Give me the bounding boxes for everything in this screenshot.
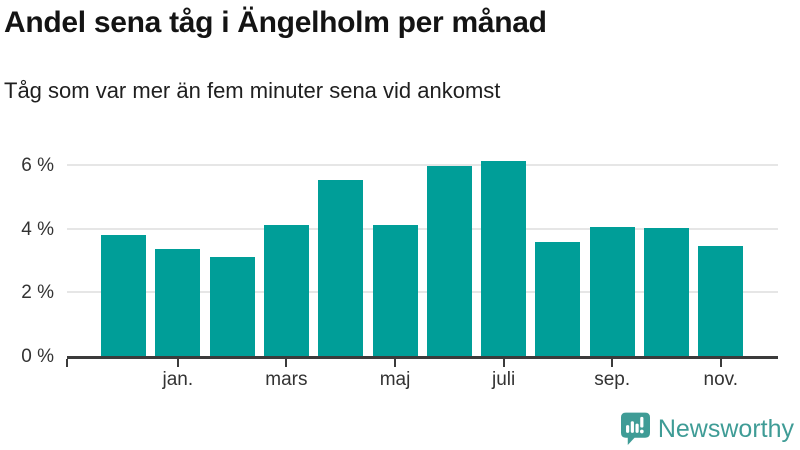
bar-12 <box>698 245 744 357</box>
y-axis-label: 2 % <box>21 282 54 304</box>
bar-11 <box>644 228 689 357</box>
x-axis-tick <box>176 359 179 367</box>
x-axis-label: nov. <box>703 369 739 390</box>
gridline-6pct <box>67 164 778 167</box>
gridline-2pct <box>67 291 778 294</box>
chart-title: Andel sena tåg i Ängelholm per månad <box>4 6 547 39</box>
x-axis-tick <box>502 359 505 367</box>
newsworthy-logo-icon <box>620 412 650 445</box>
bar-4 <box>263 224 309 357</box>
y-axis-label: 6 % <box>21 155 54 177</box>
bar-6 <box>372 224 418 357</box>
chart-subtitle: Tåg som var mer än fem minuter sena vid … <box>4 78 501 103</box>
x-axis-label: jan. <box>162 369 194 390</box>
x-axis-origin-tick <box>66 359 68 367</box>
bar-10 <box>589 226 635 357</box>
gridline-4pct <box>67 227 778 230</box>
y-axis-label: 4 % <box>21 218 54 240</box>
x-axis-tick <box>285 359 288 367</box>
x-axis-tick <box>394 359 396 367</box>
bar-3 <box>209 256 255 357</box>
x-axis-tick <box>719 359 722 367</box>
brand-name: Newsworthy <box>657 414 794 443</box>
y-axis-label: 0 % <box>21 346 54 367</box>
brand-footer: Newsworthy <box>620 412 794 446</box>
x-axis-label: sep. <box>594 369 631 390</box>
x-axis-label: juli <box>491 369 516 390</box>
bar-7 <box>426 166 472 357</box>
x-axis-label: maj <box>379 369 411 390</box>
x-axis-line <box>67 356 778 359</box>
x-axis-tick <box>611 359 614 367</box>
bar-9 <box>535 242 581 357</box>
bar-1 <box>101 234 146 357</box>
x-axis-label: mars <box>265 369 308 390</box>
bar-5 <box>318 180 364 357</box>
bar-8 <box>481 161 527 357</box>
bar-2 <box>155 248 201 357</box>
